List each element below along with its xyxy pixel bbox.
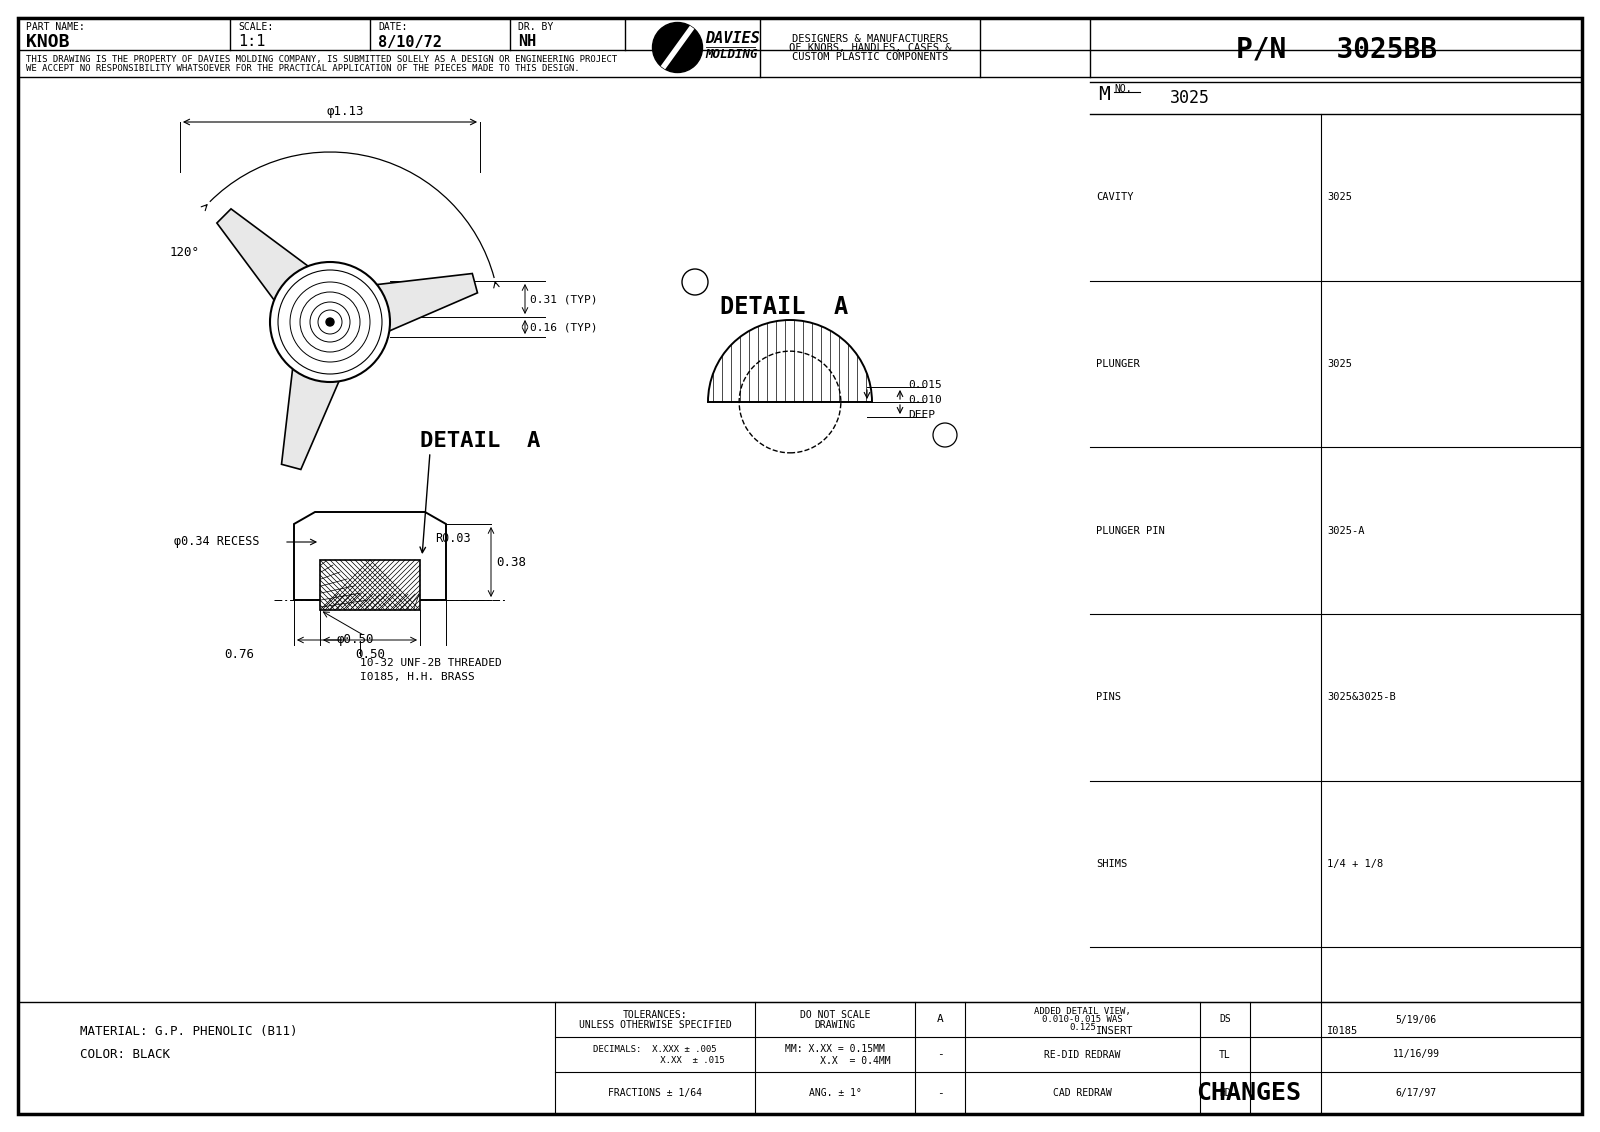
- Text: 1:1: 1:1: [238, 34, 266, 50]
- Text: 120°: 120°: [170, 246, 200, 258]
- Polygon shape: [294, 512, 446, 600]
- Text: I0185: I0185: [1328, 1026, 1358, 1036]
- Circle shape: [326, 318, 334, 326]
- Text: NO.: NO.: [1114, 84, 1131, 94]
- Text: PLUNGER PIN: PLUNGER PIN: [1096, 525, 1165, 535]
- Text: CAVITY: CAVITY: [1096, 192, 1133, 203]
- Text: CHANGES: CHANGES: [1197, 1081, 1301, 1105]
- Text: CAD REDRAW: CAD REDRAW: [1053, 1088, 1112, 1098]
- Text: 6/17/97: 6/17/97: [1395, 1088, 1437, 1098]
- Text: KNOB: KNOB: [26, 33, 69, 51]
- Text: 3025: 3025: [1328, 192, 1352, 203]
- Text: φ0.50: φ0.50: [336, 634, 374, 646]
- Text: MATERIAL: G.P. PHENOLIC (B11): MATERIAL: G.P. PHENOLIC (B11): [80, 1026, 298, 1038]
- Text: DS: DS: [1219, 1014, 1230, 1024]
- Bar: [320, 560, 419, 610]
- Circle shape: [278, 271, 382, 374]
- Circle shape: [653, 23, 702, 72]
- Text: I0185, H.H. BRASS: I0185, H.H. BRASS: [360, 672, 475, 681]
- Text: 3025: 3025: [1328, 359, 1352, 369]
- Text: DETAIL  A: DETAIL A: [419, 431, 541, 451]
- Text: 0.38: 0.38: [496, 556, 526, 568]
- Polygon shape: [218, 209, 309, 300]
- Text: X.XX  ± .015: X.XX ± .015: [586, 1056, 725, 1065]
- Text: THIS DRAWING IS THE PROPERTY OF DAVIES MOLDING COMPANY, IS SUBMITTED SOLELY AS A: THIS DRAWING IS THE PROPERTY OF DAVIES M…: [26, 55, 618, 65]
- Text: 3025&3025-B: 3025&3025-B: [1328, 693, 1395, 702]
- Text: -: -: [936, 1088, 944, 1098]
- Text: φ1.13: φ1.13: [326, 105, 363, 119]
- Text: P/N   3025BB: P/N 3025BB: [1235, 36, 1437, 65]
- Circle shape: [270, 261, 390, 381]
- Text: COLOR: BLACK: COLOR: BLACK: [80, 1047, 170, 1061]
- Text: DESIGNERS & MANUFACTURERS: DESIGNERS & MANUFACTURERS: [792, 34, 949, 43]
- Text: CUSTOM PLASTIC COMPONENTS: CUSTOM PLASTIC COMPONENTS: [792, 51, 949, 61]
- Text: 1/4 + 1/8: 1/4 + 1/8: [1328, 859, 1384, 869]
- Text: 0.31 (TYP): 0.31 (TYP): [530, 294, 597, 305]
- Text: INSERT: INSERT: [1096, 1026, 1133, 1036]
- Text: MOLDING: MOLDING: [706, 48, 758, 61]
- Text: 11/16/99: 11/16/99: [1392, 1049, 1440, 1060]
- Text: 0.50: 0.50: [355, 648, 386, 660]
- Text: 0.76: 0.76: [224, 648, 254, 660]
- Text: OF KNOBS, HANDLES, CASES &: OF KNOBS, HANDLES, CASES &: [789, 43, 952, 52]
- Text: M: M: [1098, 85, 1110, 103]
- Polygon shape: [378, 274, 477, 331]
- Circle shape: [682, 269, 707, 295]
- Text: A: A: [691, 275, 699, 289]
- Text: DR. BY: DR. BY: [518, 22, 554, 32]
- Text: 8/10/72: 8/10/72: [378, 34, 442, 50]
- Text: 0.010-0.015 WAS: 0.010-0.015 WAS: [1042, 1015, 1123, 1024]
- Text: WE ACCEPT NO RESPONSIBILITY WHATSOEVER FOR THE PRACTICAL APPLICATION OF THE PIEC: WE ACCEPT NO RESPONSIBILITY WHATSOEVER F…: [26, 65, 579, 72]
- Text: UNLESS OTHERWISE SPECIFIED: UNLESS OTHERWISE SPECIFIED: [579, 1021, 731, 1030]
- Text: ADDED DETAIL VIEW,: ADDED DETAIL VIEW,: [1034, 1007, 1131, 1017]
- Circle shape: [933, 423, 957, 447]
- Text: PART NAME:: PART NAME:: [26, 22, 85, 32]
- Text: X.X  = 0.4MM: X.X = 0.4MM: [779, 1055, 891, 1065]
- Text: DETAIL  A: DETAIL A: [720, 295, 848, 319]
- Text: R0.03: R0.03: [435, 532, 470, 544]
- Text: RE-DID REDRAW: RE-DID REDRAW: [1045, 1049, 1120, 1060]
- Text: 0.015: 0.015: [909, 380, 942, 391]
- Text: TOLERANCES:: TOLERANCES:: [622, 1010, 688, 1020]
- Text: DATE:: DATE:: [378, 22, 408, 32]
- Text: PLUNGER: PLUNGER: [1096, 359, 1139, 369]
- Text: A: A: [936, 1014, 944, 1024]
- Text: 10-32 UNF-2B THREADED: 10-32 UNF-2B THREADED: [360, 658, 502, 668]
- Text: FRACTIONS ± 1/64: FRACTIONS ± 1/64: [608, 1088, 702, 1098]
- Bar: [626, 18, 760, 77]
- Text: 0.16 (TYP): 0.16 (TYP): [530, 321, 597, 332]
- Text: MM: X.XX = 0.15MM: MM: X.XX = 0.15MM: [786, 1045, 885, 1055]
- Text: PINS: PINS: [1096, 693, 1122, 702]
- Text: DO NOT SCALE: DO NOT SCALE: [800, 1010, 870, 1020]
- Text: HD: HD: [1219, 1088, 1230, 1098]
- Text: DRAWING: DRAWING: [814, 1021, 856, 1030]
- Text: -: -: [936, 1049, 944, 1060]
- Polygon shape: [282, 369, 339, 470]
- Text: ANG. ± 1°: ANG. ± 1°: [808, 1088, 861, 1098]
- Text: 0.010: 0.010: [909, 395, 942, 405]
- Text: TL: TL: [1219, 1049, 1230, 1060]
- Text: 0.125: 0.125: [1069, 1023, 1096, 1032]
- Text: SHIMS: SHIMS: [1096, 859, 1128, 869]
- Text: DEEP: DEEP: [909, 410, 934, 420]
- Text: DAVIES: DAVIES: [706, 31, 760, 46]
- Text: SCALE:: SCALE:: [238, 22, 274, 32]
- Text: φ0.34 RECESS: φ0.34 RECESS: [174, 535, 259, 549]
- Text: NH: NH: [518, 34, 536, 50]
- Text: 3025: 3025: [1170, 89, 1210, 108]
- Text: 3025-A: 3025-A: [1328, 525, 1365, 535]
- Text: DECIMALS:  X.XXX ± .005: DECIMALS: X.XXX ± .005: [594, 1045, 717, 1054]
- Text: 5/19/06: 5/19/06: [1395, 1014, 1437, 1024]
- Text: A: A: [942, 430, 949, 440]
